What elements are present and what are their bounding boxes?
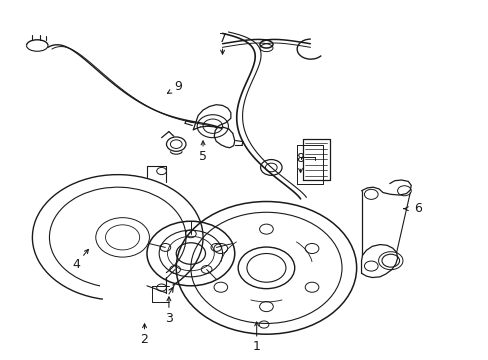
Text: 4: 4 bbox=[72, 258, 80, 271]
Text: 3: 3 bbox=[164, 311, 172, 325]
Text: 2: 2 bbox=[141, 333, 148, 346]
Text: 9: 9 bbox=[174, 80, 182, 93]
Text: 8: 8 bbox=[296, 152, 304, 165]
Text: 5: 5 bbox=[199, 150, 206, 163]
Text: 7: 7 bbox=[218, 32, 226, 45]
Text: 1: 1 bbox=[252, 340, 260, 353]
Text: 6: 6 bbox=[413, 202, 421, 215]
